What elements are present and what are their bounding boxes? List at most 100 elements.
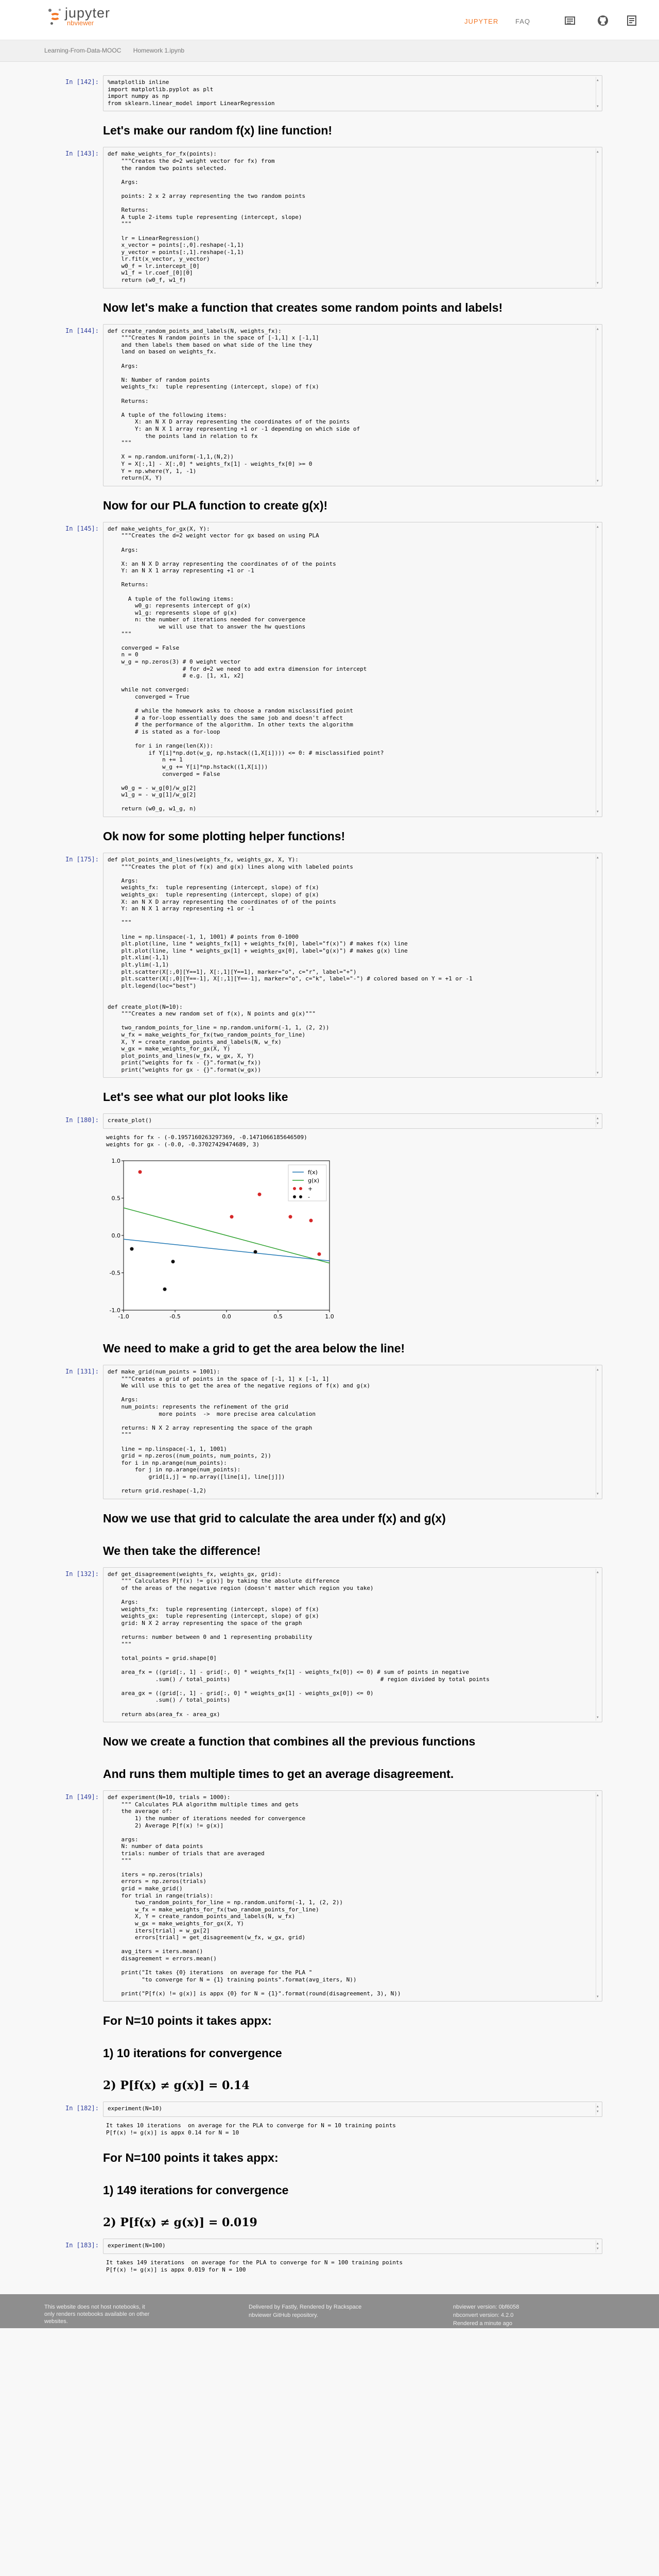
cell-prompt — [57, 2207, 103, 2235]
breadcrumb-repo-link[interactable]: Learning-From-Data-MOOC — [44, 47, 122, 54]
code-input[interactable]: def make_grid(num_points = 1001): """Cre… — [103, 1365, 602, 1499]
code-scrollbar[interactable] — [596, 523, 601, 816]
notebook-icon[interactable] — [626, 14, 638, 27]
code-input[interactable]: experiment(N=100) — [103, 2239, 602, 2254]
code-scrollbar[interactable] — [596, 1568, 601, 1721]
github-icon[interactable] — [597, 14, 609, 27]
code-input[interactable]: def experiment(N=10, trials = 1000): """… — [103, 1790, 602, 2002]
jupyter-logo[interactable]: jupyter nbviewer — [48, 6, 110, 27]
code-input[interactable]: def plot_points_and_lines(weights_fx, we… — [103, 853, 602, 1078]
code-input[interactable]: def make_weights_for_fx(points): """Crea… — [103, 147, 602, 289]
cell-prompt: In [144]: — [65, 327, 99, 334]
code-cell: In [131]: def make_grid(num_points = 1001… — [57, 1365, 602, 1499]
cell-prompt: In [180]: — [65, 1116, 99, 1124]
cell-prompt — [57, 1758, 103, 1787]
markdown-cell: Let's make our random f(x) line function… — [57, 114, 602, 144]
legend-label: - — [308, 1194, 310, 1200]
code-text: def make_grid(num_points = 1001): """Cre… — [108, 1368, 370, 1495]
code-scrollbar[interactable] — [596, 1366, 601, 1498]
markdown-cell: 2) P[f(x) ≠ g(x)] = 0.14 — [57, 2070, 602, 2098]
point-positive — [288, 1215, 292, 1219]
x-tick-label: 0.0 — [222, 1313, 231, 1320]
code-cell: In [143]: def make_weights_for_fx(points)… — [57, 147, 602, 289]
code-scrollbar[interactable] — [596, 2103, 601, 2116]
code-input[interactable]: experiment(N=10) — [103, 2102, 602, 2117]
code-cell: In [144]: def create_random_points_and_la… — [57, 324, 602, 486]
code-text: def create_random_points_and_labels(N, w… — [108, 327, 360, 482]
download-icon[interactable] — [564, 14, 576, 27]
code-input[interactable]: %matplotlib inline import matplotlib.pyp… — [103, 75, 602, 112]
code-cell: In [149]: def experiment(N=10, trials = 1… — [57, 1790, 602, 2002]
y-tick-label: -0.5 — [110, 1270, 120, 1277]
point-negative — [171, 1260, 175, 1264]
markdown-heading: We then take the difference! — [103, 1544, 261, 1557]
point-negative — [163, 1287, 167, 1291]
breadcrumb-file[interactable]: Homework 1.ipynb — [133, 47, 185, 54]
code-scrollbar[interactable] — [596, 1792, 601, 2001]
code-text: %matplotlib inline import matplotlib.pyp… — [108, 79, 275, 107]
cell-prompt — [57, 1502, 103, 1532]
cell-prompt — [57, 2142, 103, 2171]
footer-repo-link[interactable]: nbviewer GitHub repository. — [249, 2312, 318, 2318]
y-tick-label: 1.0 — [112, 1158, 121, 1164]
markdown-heading: Now for our PLA function to create g(x)! — [103, 498, 328, 512]
point-positive — [257, 1192, 262, 1196]
code-input[interactable]: def make_weights_for_gx(X, Y): """Create… — [103, 521, 602, 818]
point-positive — [138, 1170, 142, 1174]
markdown-heading: Now we use that grid to calculate the ar… — [103, 1511, 446, 1525]
cell-prompt: In [145]: — [65, 524, 99, 532]
x-tick-label: -0.5 — [169, 1313, 180, 1320]
point-positive — [317, 1252, 321, 1256]
cell-prompt — [57, 1081, 103, 1110]
code-scrollbar[interactable] — [596, 854, 601, 1077]
code-cell: In [182]: experiment(N=10) — [57, 2102, 602, 2117]
markdown-cell: We then take the difference! — [57, 1535, 602, 1564]
legend-point-swatch — [293, 1195, 296, 1199]
legend-point-swatch — [293, 1187, 296, 1191]
code-input[interactable]: def get_disagreement(weights_fx, weights… — [103, 1567, 602, 1723]
code-input[interactable]: create_plot() — [103, 1113, 602, 1129]
cell-prompt: In [143]: — [65, 150, 99, 158]
cell-prompt — [57, 1535, 103, 1564]
footer-disclaimer: This website does not host notebooks, it… — [44, 2303, 150, 2325]
cell-prompt — [57, 2005, 103, 2034]
legend-label: g(x) — [308, 1177, 319, 1184]
x-tick-label: -1.0 — [118, 1313, 129, 1320]
code-scrollbar[interactable] — [596, 148, 601, 287]
cell-prompt — [57, 2037, 103, 2066]
notebook-container: In [142]: %matplotlib inline import matpl… — [57, 62, 602, 2294]
code-scrollbar[interactable] — [596, 325, 601, 485]
code-cell: In [180]: create_plot() — [57, 1113, 602, 1129]
code-input[interactable]: def create_random_points_and_labels(N, w… — [103, 324, 602, 486]
output-cell: It takes 10 iterations on average for th… — [57, 2120, 602, 2139]
brand-name: jupyter — [65, 5, 111, 21]
markdown-cell: Now we use that grid to calculate the ar… — [57, 1502, 602, 1532]
markdown-cell: We need to make a grid to get the area b… — [57, 1332, 602, 1362]
output-cell: weights for fx - (-0.1957160263297369, -… — [57, 1132, 602, 1150]
breadcrumb: Learning-From-Data-MOOC Homework 1.ipynb — [0, 40, 659, 62]
nav-faq-link[interactable]: FAQ — [515, 18, 531, 25]
markdown-cell: Now we create a function that combines a… — [57, 1725, 602, 1755]
code-scrollbar[interactable] — [596, 1115, 601, 1128]
cell-prompt — [57, 820, 103, 850]
cell-prompt: In [183]: — [65, 2242, 99, 2249]
markdown-heading: 2) P[f(x) ≠ g(x)] = 0.019 — [103, 2216, 257, 2230]
code-text: def experiment(N=10, trials = 1000): """… — [108, 1794, 401, 1997]
code-cell: In [142]: %matplotlib inline import matpl… — [57, 75, 602, 112]
markdown-cell: For N=10 points it takes appx: — [57, 2005, 602, 2034]
cell-prompt — [57, 1154, 103, 1329]
code-scrollbar[interactable] — [596, 77, 601, 110]
code-scrollbar[interactable] — [596, 2240, 601, 2252]
point-positive — [230, 1215, 234, 1219]
legend-point-swatch — [299, 1187, 302, 1191]
markdown-cell: 2) P[f(x) ≠ g(x)] = 0.019 — [57, 2207, 602, 2235]
code-text: def make_weights_for_fx(points): """Crea… — [108, 150, 306, 284]
nav-jupyter-link[interactable]: JUPYTER — [464, 18, 499, 25]
markdown-heading: 2) P[f(x) ≠ g(x)] = 0.14 — [103, 2079, 250, 2093]
markdown-heading: Let's make our random f(x) line function… — [103, 124, 333, 138]
cell-prompt — [57, 292, 103, 321]
cell-prompt — [57, 1725, 103, 1755]
markdown-heading: For N=100 points it takes appx: — [103, 2151, 279, 2165]
point-negative — [253, 1250, 257, 1254]
cell-prompt — [57, 2257, 103, 2276]
